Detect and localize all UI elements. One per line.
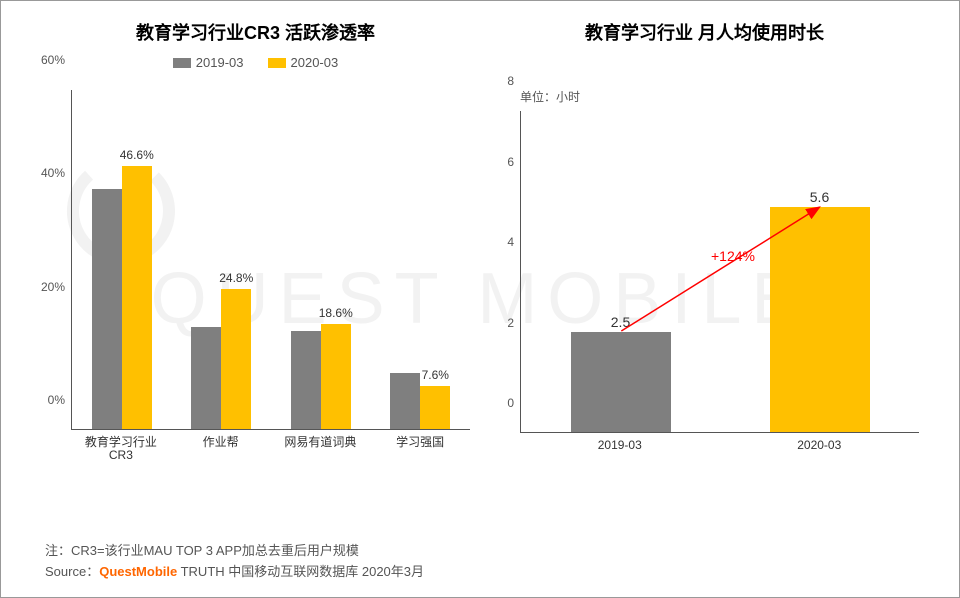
x-tick-label: 2019-03 <box>520 433 720 463</box>
left-y-axis: 0%20%40%60% <box>31 90 71 430</box>
left-bar-groups: 46.6% 24.8% 18.6% 7.6% <box>72 90 470 429</box>
left-plot-inner: 46.6% 24.8% 18.6% 7.6% <box>71 90 470 430</box>
bar-value-label: 2.5 <box>611 314 630 330</box>
legend-swatch <box>268 58 286 68</box>
y-tick-label: 0 <box>507 396 514 410</box>
footer-note-line1: 注：CR3=该行业MAU TOP 3 APP加总去重后用户规模 <box>45 541 424 562</box>
x-tick-label: 教育学习行业CR3 <box>71 430 171 460</box>
y-tick-label: 6 <box>507 155 514 169</box>
footer-source-brand: QuestMobile <box>99 564 177 579</box>
left-plot-area: 0%20%40%60% 46.6%24.8%18.6%7.6% 教育学习行业CR… <box>71 90 470 460</box>
bar-group: 46.6% <box>72 90 172 429</box>
bar: 2.5 <box>571 332 671 432</box>
bar-group: 24.8% <box>172 90 272 429</box>
y-tick-label: 60% <box>41 53 65 67</box>
bar-value-label: 5.6 <box>810 189 829 205</box>
legend-label: 2019-03 <box>196 55 244 70</box>
y-tick-label: 40% <box>41 166 65 180</box>
legend-label: 2020-03 <box>291 55 339 70</box>
bar <box>92 189 122 429</box>
legend-item: 2020-03 <box>268 55 339 70</box>
bar-group: 18.6% <box>271 90 371 429</box>
footer-note: 注：CR3=该行业MAU TOP 3 APP加总去重后用户规模 Source：Q… <box>45 541 424 583</box>
right-x-labels: 2019-032020-03 <box>520 433 919 463</box>
growth-label: +124% <box>711 248 755 264</box>
y-tick-label: 0% <box>48 393 65 407</box>
footer-source-prefix: Source： <box>45 564 99 579</box>
bar-group: 2.5 <box>521 111 720 432</box>
footer-source-line: Source：QuestMobile TRUTH 中国移动互联网数据库 2020… <box>45 562 424 583</box>
right-plot-area: 02468 2.55.6 +124% 2019-032020-03 <box>520 111 919 463</box>
right-chart-title: 教育学习行业 月人均使用时长 <box>480 19 929 45</box>
bar: 46.6% <box>122 166 152 429</box>
bar-group: 7.6% <box>371 90 471 429</box>
footer-source-rest: TRUTH 中国移动互联网数据库 2020年3月 <box>177 564 424 579</box>
bar-value-label: 46.6% <box>120 148 154 162</box>
x-tick-label: 作业帮 <box>171 430 271 460</box>
bar-value-label: 18.6% <box>319 306 353 320</box>
bar-value-label: 7.6% <box>422 368 449 382</box>
bar <box>191 327 221 429</box>
bar: 24.8% <box>221 289 251 429</box>
right-plot-inner: 2.5 5.6 +124% <box>520 111 919 433</box>
left-chart-title: 教育学习行业CR3 活跃渗透率 <box>31 19 480 45</box>
right-y-axis: 02468 <box>480 111 520 433</box>
left-chart-panel: 教育学习行业CR3 活跃渗透率 2019-03 2020-03 0% 20% 40% 6… <box>31 19 480 463</box>
right-chart-panel: 教育学习行业 月人均使用时长 单位：小时 02468 2.55.6 +124% … <box>480 19 929 463</box>
bar <box>390 373 420 430</box>
x-tick-label: 学习强国 <box>370 430 470 460</box>
x-tick-label: 2020-03 <box>720 433 920 463</box>
legend-swatch <box>173 58 191 68</box>
bar <box>291 331 321 429</box>
y-tick-label: 8 <box>507 74 514 88</box>
y-tick-label: 20% <box>41 280 65 294</box>
y-tick-label: 4 <box>507 235 514 249</box>
bar-group: 5.6 <box>720 111 919 432</box>
y-tick-label: 2 <box>507 316 514 330</box>
bar: 18.6% <box>321 324 351 429</box>
right-unit-label: 单位：小时 <box>520 88 929 105</box>
bar-value-label: 24.8% <box>219 271 253 285</box>
legend-item: 2019-03 <box>173 55 244 70</box>
bar: 5.6 <box>770 207 870 432</box>
bar: 7.6% <box>420 386 450 429</box>
left-legend: 2019-03 2020-03 <box>31 55 480 70</box>
x-tick-label: 网易有道词典 <box>271 430 371 460</box>
right-bar-groups: 2.5 5.6 <box>521 111 919 432</box>
left-x-labels: 教育学习行业CR3作业帮网易有道词典学习强国 <box>71 430 470 460</box>
